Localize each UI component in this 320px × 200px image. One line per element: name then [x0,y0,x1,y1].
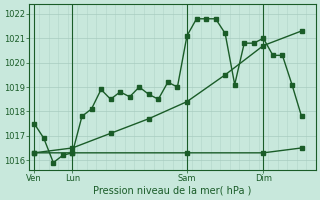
X-axis label: Pression niveau de la mer( hPa ): Pression niveau de la mer( hPa ) [93,186,252,196]
